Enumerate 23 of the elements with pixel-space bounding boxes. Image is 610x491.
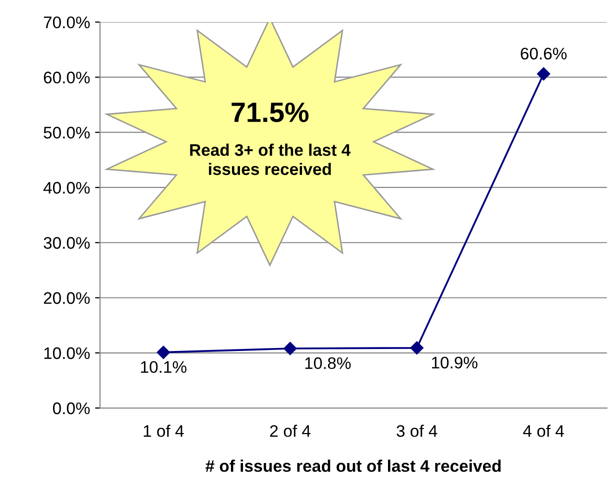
point <box>537 67 550 81</box>
y-tick-label: 20.0% <box>44 292 90 304</box>
data-label: 10.8% <box>305 357 351 370</box>
annotation: 71.5% <box>232 102 309 122</box>
y-tick-label: 0.0% <box>52 402 90 414</box>
annotation: Read 3+ of the last 4 issues received <box>190 144 351 176</box>
data-label: 60.6% <box>520 48 567 60</box>
point <box>410 341 424 355</box>
y-tick-label: 60.0% <box>44 72 90 84</box>
x-tick-label: 1 of 4 <box>144 424 184 437</box>
y-tick-label: 10.0% <box>44 347 90 360</box>
y-tick-label: 70.0% <box>44 16 90 28</box>
data-label: 10.9% <box>432 356 478 368</box>
y-tick-label: 30.0% <box>44 237 90 249</box>
data-label: 10.1% <box>141 361 186 373</box>
x-axis-title: # of issues read out of last 4 received <box>206 460 501 472</box>
y-tick-label: 40.0% <box>43 182 90 194</box>
point <box>156 346 170 359</box>
x-tick-label: 2 of 4 <box>270 424 310 437</box>
x-tick-label: 3 of 4 <box>396 424 438 437</box>
y-tick-label: 50.0% <box>44 126 90 139</box>
x-tick-label: 4 of 4 <box>523 424 564 437</box>
point <box>284 342 297 356</box>
